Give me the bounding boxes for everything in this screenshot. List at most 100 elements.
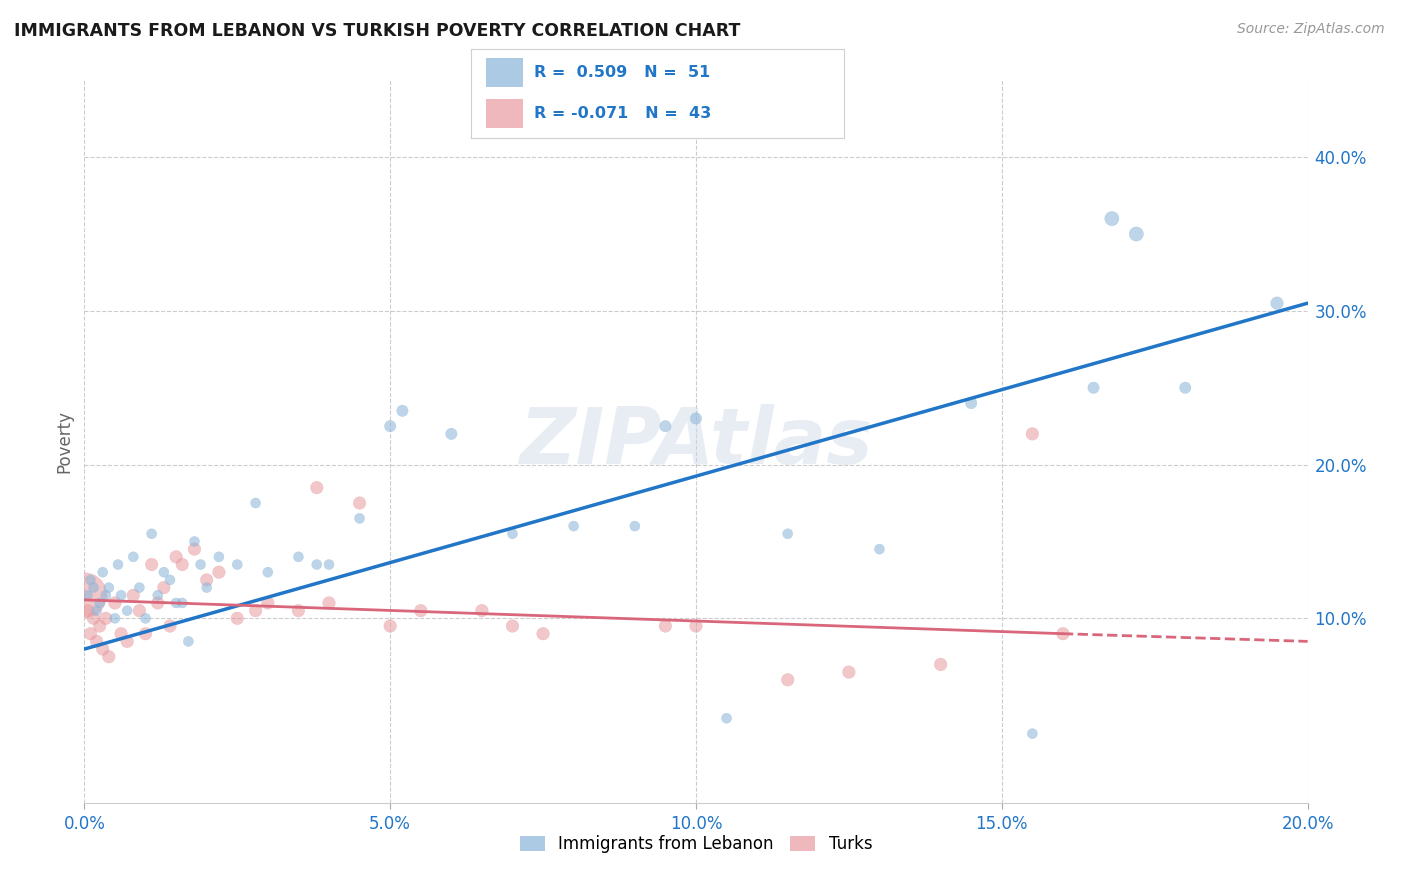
Point [1052, 626, 1074, 640]
Text: Source: ZipAtlas.com: Source: ZipAtlas.com [1237, 22, 1385, 37]
Point [838, 665, 860, 680]
Point [165, 596, 187, 610]
Point [1021, 726, 1043, 740]
Point [716, 711, 738, 725]
Point [172, 596, 194, 610]
Point [562, 519, 585, 533]
Point [89, 596, 111, 610]
Point [115, 604, 138, 618]
Point [172, 558, 194, 572]
Point [195, 581, 218, 595]
Text: IMMIGRANTS FROM LEBANON VS TURKISH POVERTY CORRELATION CHART: IMMIGRANTS FROM LEBANON VS TURKISH POVER… [14, 22, 741, 40]
Point [869, 542, 891, 557]
Point [245, 496, 267, 510]
Point [380, 619, 402, 633]
FancyBboxPatch shape [486, 58, 523, 87]
Point [153, 565, 176, 579]
Point [128, 581, 150, 595]
Point [159, 619, 181, 633]
Point [76, 604, 98, 618]
Point [409, 604, 432, 618]
Point [104, 611, 127, 625]
Point [685, 411, 707, 425]
Point [1174, 381, 1197, 395]
Point [94, 588, 117, 602]
Point [83, 581, 105, 595]
Point [128, 604, 150, 618]
Point [318, 596, 340, 610]
Point [226, 611, 249, 625]
Text: R =  0.509   N =  51: R = 0.509 N = 51 [534, 65, 710, 79]
Point [245, 604, 267, 618]
Point [141, 526, 163, 541]
Point [79, 626, 101, 640]
Point [107, 558, 129, 572]
Point [86, 604, 108, 618]
Point [440, 426, 463, 441]
Point [502, 619, 524, 633]
Point [208, 565, 231, 579]
Legend: Immigrants from Lebanon, Turks: Immigrants from Lebanon, Turks [513, 828, 879, 860]
Point [654, 419, 676, 434]
Point [1083, 381, 1105, 395]
Point [1101, 211, 1123, 226]
Point [190, 558, 212, 572]
Point [208, 549, 231, 564]
Point [349, 496, 371, 510]
Point [153, 581, 176, 595]
Point [1125, 227, 1147, 241]
Point [226, 558, 249, 572]
Point [122, 549, 145, 564]
Point [104, 596, 127, 610]
Point [183, 542, 205, 557]
Point [531, 626, 554, 640]
Point [391, 404, 413, 418]
Point [73, 588, 96, 602]
Point [471, 604, 494, 618]
Y-axis label: Poverty: Poverty [55, 410, 73, 473]
Point [195, 573, 218, 587]
Point [122, 588, 145, 602]
Point [257, 565, 280, 579]
Point [146, 588, 169, 602]
Point [83, 611, 105, 625]
Point [135, 611, 157, 625]
Point [115, 634, 138, 648]
Point [165, 549, 187, 564]
Point [960, 396, 983, 410]
Point [685, 619, 707, 633]
Point [1265, 296, 1288, 310]
Point [76, 588, 98, 602]
Point [89, 619, 111, 633]
Point [305, 481, 328, 495]
Point [318, 558, 340, 572]
Point [79, 573, 101, 587]
Point [257, 596, 280, 610]
Text: R = -0.071   N =  43: R = -0.071 N = 43 [534, 106, 711, 120]
Point [159, 573, 181, 587]
Point [177, 634, 200, 648]
Point [110, 626, 132, 640]
Point [97, 581, 120, 595]
Text: ZIPAtlas: ZIPAtlas [519, 403, 873, 480]
Point [91, 565, 114, 579]
Point [287, 604, 309, 618]
Point [91, 642, 114, 657]
Point [502, 526, 524, 541]
Point [380, 419, 402, 434]
Point [110, 588, 132, 602]
Point [349, 511, 371, 525]
Point [654, 619, 676, 633]
Point [146, 596, 169, 610]
Point [135, 626, 157, 640]
Point [183, 534, 205, 549]
Point [97, 649, 120, 664]
Point [929, 657, 952, 672]
Point [1021, 426, 1043, 441]
Point [94, 611, 117, 625]
Point [287, 549, 309, 564]
Point [776, 673, 799, 687]
Point [86, 634, 108, 648]
Point [776, 526, 799, 541]
Point [141, 558, 163, 572]
